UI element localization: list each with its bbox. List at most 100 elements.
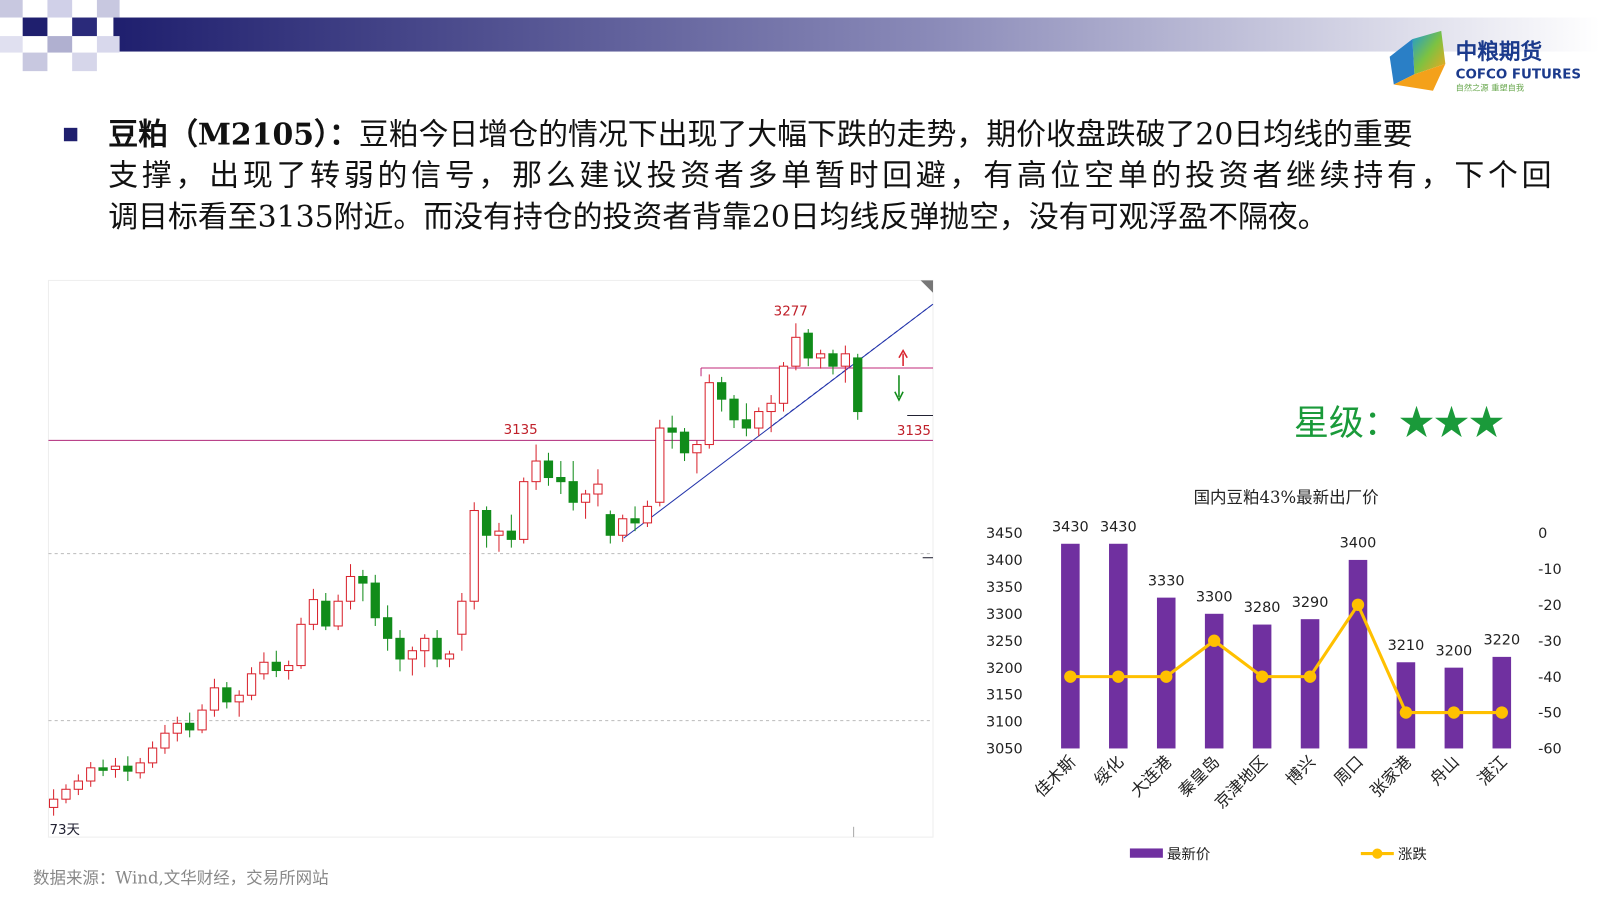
line-point (1303, 670, 1317, 683)
candle-body (642, 505, 653, 524)
rating: 星级：★★★ (1294, 403, 1504, 444)
candle-body (284, 665, 294, 672)
line-point (1351, 598, 1365, 611)
candle-body (110, 765, 121, 771)
candle-body (704, 382, 714, 446)
candle-body (519, 481, 529, 540)
x-tick-label: 博兴 (1282, 752, 1319, 789)
candle-body (815, 353, 826, 359)
candle-body (655, 427, 665, 503)
source: 数据来源：Wind,文华财经，交易所网站 (33, 869, 329, 888)
y2-tick-label: -50 (1538, 706, 1562, 722)
legend-swatch (1129, 848, 1163, 858)
bar (1492, 656, 1512, 749)
annotation: 3277 (774, 304, 808, 319)
candle-body (803, 332, 813, 359)
annotation: 3135 (897, 424, 931, 439)
candle-body (420, 637, 430, 652)
candle-body (469, 510, 479, 602)
candle-body (271, 661, 281, 672)
line-point (1399, 706, 1413, 719)
data-label: 3330 (1148, 573, 1185, 589)
candle-body (840, 353, 850, 367)
candle-body (778, 365, 789, 404)
candle-body (296, 623, 306, 667)
annotation: 3135 (504, 423, 538, 438)
candle-body (754, 411, 764, 429)
candle-body (679, 431, 690, 454)
line-point (1160, 670, 1173, 683)
legend-label: 涨跌 (1398, 846, 1427, 863)
candle-body (222, 687, 232, 703)
bar (1204, 613, 1224, 749)
data-label: 3400 (1340, 536, 1377, 552)
kline-chart: 3277 3135 3135 73天 (47, 279, 934, 838)
paragraph-line: 豆粕（M2105）：豆粕今日增仓的情况下出现了大幅下跌的走势，期价收盘跌破了20… (108, 117, 1412, 152)
candle-body (766, 402, 776, 413)
annotation: 73天 (49, 823, 79, 838)
candle-body (444, 653, 455, 660)
x-tick-label: 舟山 (1426, 752, 1463, 789)
y-tick-label: 3450 (986, 526, 1023, 542)
legend-swatch (1372, 848, 1383, 859)
candle-body (172, 722, 182, 734)
y2-tick-label: -30 (1538, 634, 1562, 650)
data-label: 3200 (1436, 643, 1473, 659)
candle-body (98, 767, 108, 771)
bar (1348, 559, 1368, 749)
candle-body (494, 530, 504, 536)
candle-body (61, 788, 71, 800)
logo: 中粮期货 COFCO FUTURES 自然之源 重塑自我 (1389, 30, 1581, 93)
bar (1061, 543, 1080, 749)
line-point (1064, 670, 1077, 683)
paragraph-lead: 豆粕（M2105）： (108, 117, 359, 152)
y2-tick-label: -10 (1538, 562, 1562, 578)
candle-body (308, 599, 319, 625)
logo-english: COFCO FUTURES (1456, 67, 1581, 82)
candle-body (853, 357, 863, 413)
line (1070, 601, 1502, 715)
candle-body (457, 600, 467, 635)
candle-body (234, 694, 244, 703)
candle-body (395, 637, 405, 660)
candle-body (345, 575, 356, 602)
candle-body (729, 398, 739, 421)
y-tick-label: 3400 (986, 553, 1023, 569)
candle-body (160, 732, 170, 749)
y-tick-label: 3250 (986, 634, 1023, 650)
candle-body (618, 518, 628, 536)
candle-body (432, 637, 442, 660)
candle-body (568, 481, 578, 503)
candle-body (209, 687, 220, 711)
y-tick-label: 3300 (986, 607, 1023, 623)
x-tick-label: 京津地区 (1211, 752, 1271, 812)
candle-body (382, 617, 393, 639)
x-tick-label: 绥化 (1091, 752, 1128, 789)
candle-body (407, 650, 418, 660)
line-point (1255, 670, 1269, 683)
line-point (1447, 706, 1461, 719)
logo-name: 中粮期货 (1456, 39, 1543, 65)
y2-tick-label: 0 (1538, 526, 1547, 542)
line-point (1207, 634, 1221, 647)
candle-body (593, 483, 603, 495)
x-tick-label: 周口 (1330, 752, 1367, 789)
candle-body (717, 382, 727, 400)
candle-body (667, 427, 677, 433)
y2-tick-label: -60 (1538, 742, 1562, 758)
data-label: 3430 (1100, 519, 1137, 535)
candle-body (358, 575, 368, 584)
bullet (63, 127, 78, 142)
legend-label: 最新价 (1167, 846, 1210, 863)
paragraph-line: 调目标看至3135附近。而没有持仓的投资者背靠20日均线反弹抛空，没有可观浮盈不… (108, 200, 1327, 235)
data-label: 3430 (1052, 519, 1089, 535)
x-tick-label: 张家港 (1367, 752, 1416, 801)
candle-body (123, 765, 133, 772)
header-decor (0, 0, 1600, 72)
candle-body (259, 661, 269, 675)
x-tick-label: 湛江 (1474, 752, 1511, 789)
x-tick-label: 大连港 (1127, 752, 1176, 801)
bar (1300, 619, 1320, 749)
y2-tick-label: -20 (1538, 598, 1562, 614)
